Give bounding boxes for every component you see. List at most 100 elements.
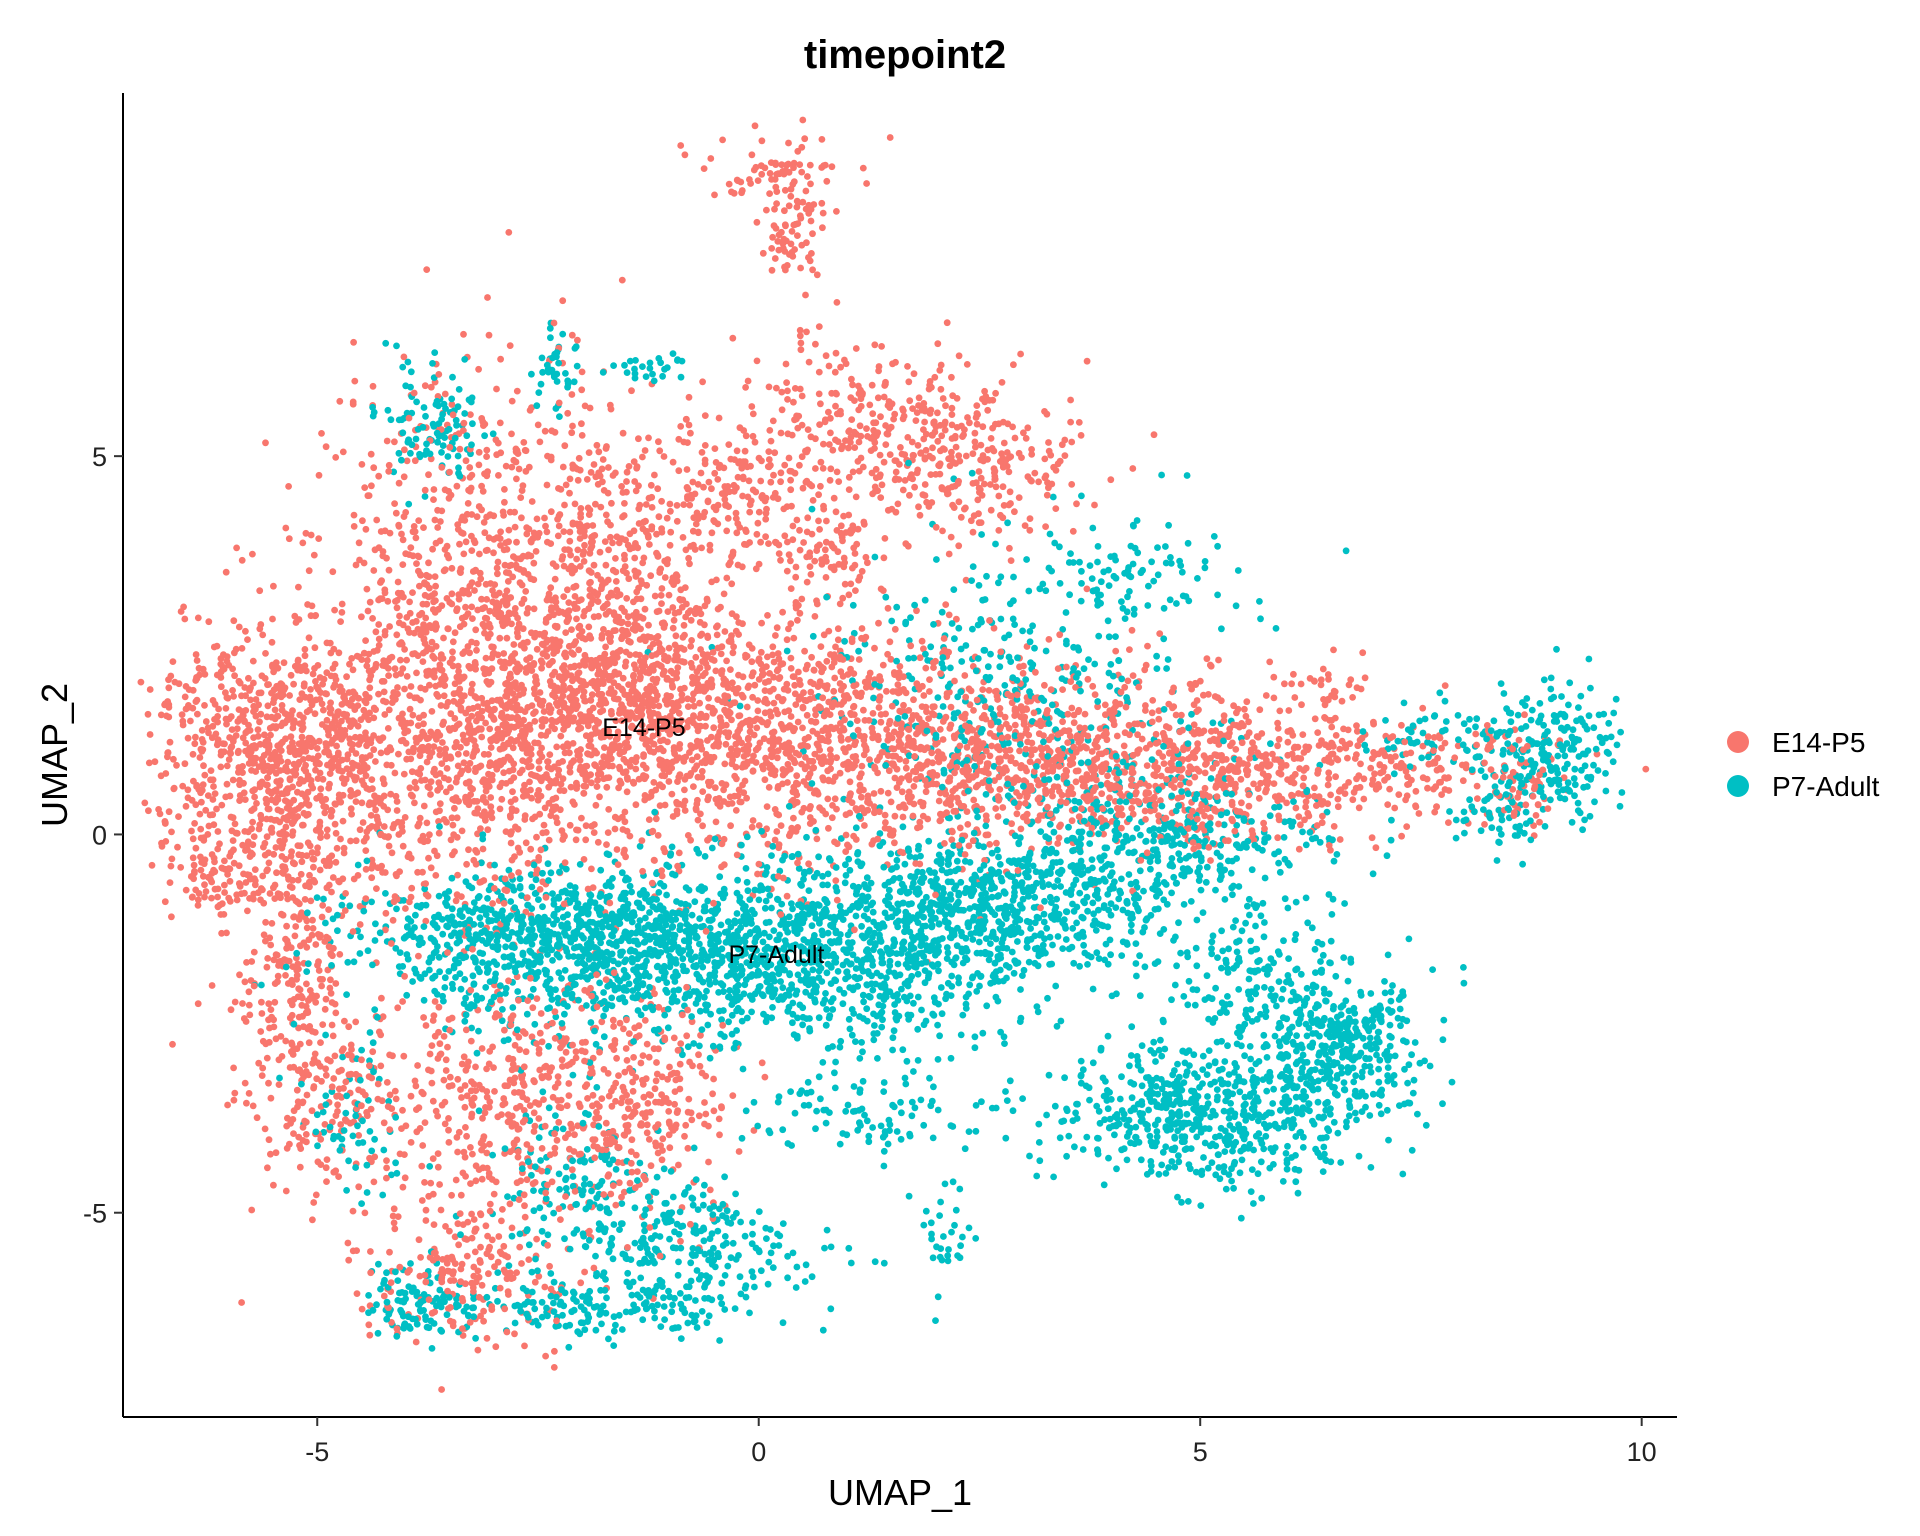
data-point-e14-p5 xyxy=(346,660,353,668)
data-point-p7-adult xyxy=(910,1068,917,1075)
data-point-e14-p5 xyxy=(626,1179,634,1187)
data-point-e14-p5 xyxy=(564,586,571,594)
data-point-e14-p5 xyxy=(323,832,331,840)
data-point-e14-p5 xyxy=(764,612,771,619)
data-point-p7-adult xyxy=(879,1016,886,1024)
data-point-p7-adult xyxy=(938,660,946,667)
data-point-p7-adult xyxy=(431,349,439,356)
data-point-e14-p5 xyxy=(432,1107,440,1115)
data-point-e14-p5 xyxy=(250,833,258,840)
data-point-e14-p5 xyxy=(401,446,408,454)
data-point-p7-adult xyxy=(1297,970,1305,978)
data-point-e14-p5 xyxy=(218,929,226,937)
data-point-e14-p5 xyxy=(568,429,576,437)
data-point-e14-p5 xyxy=(558,1056,566,1064)
data-point-p7-adult xyxy=(1212,984,1219,992)
data-point-e14-p5 xyxy=(323,1178,330,1185)
data-point-p7-adult xyxy=(529,985,537,993)
data-point-e14-p5 xyxy=(1241,705,1248,713)
data-point-p7-adult xyxy=(1237,1214,1245,1222)
data-point-e14-p5 xyxy=(733,851,741,859)
data-point-p7-adult xyxy=(988,849,996,857)
data-point-e14-p5 xyxy=(479,487,487,495)
data-point-p7-adult xyxy=(441,974,449,982)
data-point-p7-adult xyxy=(1182,1072,1190,1079)
data-point-e14-p5 xyxy=(1148,709,1156,717)
data-point-p7-adult xyxy=(435,892,443,900)
data-point-e14-p5 xyxy=(674,1107,682,1114)
data-point-e14-p5 xyxy=(1392,753,1399,760)
data-point-p7-adult xyxy=(1123,1156,1131,1164)
data-point-e14-p5 xyxy=(368,482,375,490)
data-point-p7-adult xyxy=(334,927,341,935)
data-point-p7-adult xyxy=(539,903,546,911)
data-point-e14-p5 xyxy=(939,736,947,743)
data-point-p7-adult xyxy=(996,861,1004,868)
data-point-e14-p5 xyxy=(763,206,770,214)
data-point-e14-p5 xyxy=(1434,754,1441,762)
data-point-p7-adult xyxy=(1231,1158,1239,1166)
data-point-e14-p5 xyxy=(1128,626,1136,634)
data-point-e14-p5 xyxy=(468,547,476,554)
data-point-e14-p5 xyxy=(753,724,761,732)
data-point-e14-p5 xyxy=(696,1062,704,1070)
data-point-e14-p5 xyxy=(385,461,393,469)
data-point-e14-p5 xyxy=(449,1318,457,1326)
data-point-p7-adult xyxy=(1137,1156,1145,1164)
data-point-e14-p5 xyxy=(302,529,310,537)
data-point-e14-p5 xyxy=(291,860,298,868)
data-point-e14-p5 xyxy=(833,208,840,215)
data-point-e14-p5 xyxy=(581,541,588,549)
data-point-e14-p5 xyxy=(727,666,734,673)
data-point-e14-p5 xyxy=(851,444,859,451)
data-point-p7-adult xyxy=(461,356,469,363)
data-point-e14-p5 xyxy=(518,766,526,774)
data-point-e14-p5 xyxy=(493,564,501,572)
data-point-p7-adult xyxy=(358,1200,365,1207)
data-point-p7-adult xyxy=(562,865,570,873)
data-point-e14-p5 xyxy=(694,816,702,824)
data-point-e14-p5 xyxy=(1368,834,1376,842)
data-point-p7-adult xyxy=(1221,1148,1229,1155)
data-point-p7-adult xyxy=(690,1144,698,1152)
data-point-e14-p5 xyxy=(787,486,795,494)
data-point-e14-p5 xyxy=(1255,794,1263,802)
data-point-p7-adult xyxy=(936,1032,943,1040)
data-point-e14-p5 xyxy=(524,638,531,646)
data-point-e14-p5 xyxy=(785,454,793,462)
data-point-p7-adult xyxy=(1609,758,1617,766)
data-point-e14-p5 xyxy=(554,1073,562,1081)
data-point-e14-p5 xyxy=(761,776,769,784)
data-point-p7-adult xyxy=(1071,805,1079,813)
data-point-p7-adult xyxy=(1221,896,1229,903)
data-point-p7-adult xyxy=(741,1232,749,1240)
data-point-e14-p5 xyxy=(602,976,610,983)
data-point-p7-adult xyxy=(801,1278,809,1285)
data-point-p7-adult xyxy=(983,1002,991,1010)
data-point-p7-adult xyxy=(1394,1014,1402,1022)
data-point-e14-p5 xyxy=(827,563,835,571)
data-point-e14-p5 xyxy=(168,913,175,921)
data-point-e14-p5 xyxy=(194,614,202,622)
data-point-e14-p5 xyxy=(460,419,468,427)
data-point-e14-p5 xyxy=(904,363,911,370)
data-point-p7-adult xyxy=(1387,988,1395,996)
data-point-p7-adult xyxy=(846,1025,854,1033)
data-point-e14-p5 xyxy=(783,379,790,386)
data-point-e14-p5 xyxy=(877,718,885,726)
data-point-e14-p5 xyxy=(562,1134,569,1142)
data-point-p7-adult xyxy=(836,1140,844,1148)
data-point-p7-adult xyxy=(1183,1145,1191,1153)
data-point-e14-p5 xyxy=(701,1099,708,1106)
data-point-p7-adult xyxy=(1276,1042,1284,1050)
data-point-e14-p5 xyxy=(992,805,1000,812)
data-point-p7-adult xyxy=(1316,1032,1323,1040)
data-point-p7-adult xyxy=(688,911,696,919)
data-point-p7-adult xyxy=(561,1235,568,1243)
data-point-p7-adult xyxy=(951,635,958,643)
data-point-p7-adult xyxy=(1345,1112,1353,1120)
data-point-p7-adult xyxy=(617,1220,625,1228)
data-point-p7-adult xyxy=(1574,799,1582,807)
data-point-e14-p5 xyxy=(738,739,745,747)
data-point-p7-adult xyxy=(608,994,616,1002)
